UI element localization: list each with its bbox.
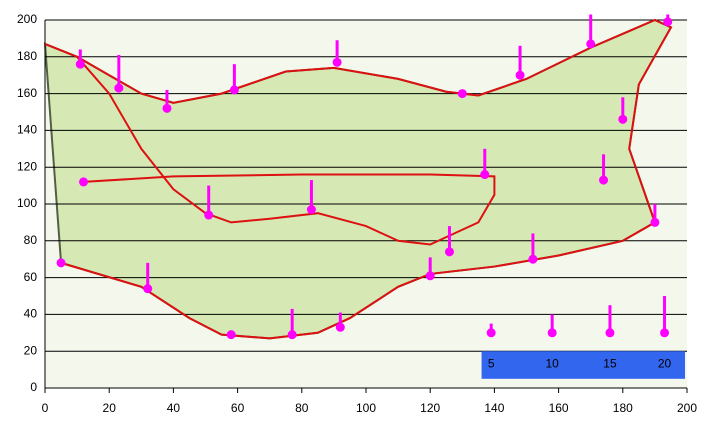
legend-point <box>547 328 557 338</box>
curve <box>76 56 496 246</box>
y-tick-label: 100 <box>17 196 37 210</box>
point <box>457 89 467 99</box>
x-tick-label: 180 <box>613 401 633 415</box>
curve <box>44 18 673 340</box>
point <box>335 322 345 332</box>
y-tick-label: 200 <box>17 12 37 26</box>
legend-label: 10 <box>546 356 560 370</box>
point <box>229 85 239 95</box>
y-tick-label: 160 <box>17 86 37 100</box>
x-tick-label: 200 <box>677 401 697 415</box>
x-tick-label: 100 <box>356 401 376 415</box>
point <box>162 103 172 113</box>
x-tick-label: 120 <box>420 401 440 415</box>
x-tick-label: 160 <box>549 401 569 415</box>
size-legend-box <box>481 351 685 379</box>
point <box>56 258 66 268</box>
point <box>332 57 342 67</box>
point <box>586 39 596 49</box>
x-tick-label: 20 <box>103 401 117 415</box>
legend-label: 5 <box>488 356 495 370</box>
y-tick-label: 40 <box>24 307 38 321</box>
legend-point <box>605 328 615 338</box>
y-tick-label: 0 <box>30 380 37 394</box>
x-tick-label: 0 <box>42 401 49 415</box>
y-tick-label: 120 <box>17 159 37 173</box>
point <box>480 170 490 180</box>
point <box>226 330 236 340</box>
point <box>515 70 525 80</box>
point <box>306 205 316 215</box>
point <box>425 271 435 281</box>
point <box>618 114 628 124</box>
point <box>599 175 609 185</box>
legend-label: 15 <box>603 356 617 370</box>
y-tick-label: 140 <box>17 123 37 137</box>
point <box>287 330 297 340</box>
x-tick-label: 40 <box>167 401 181 415</box>
point <box>663 17 673 27</box>
legend-point <box>486 328 496 338</box>
y-tick-label: 80 <box>24 233 38 247</box>
y-tick-label: 60 <box>24 270 38 284</box>
y-tick-label: 20 <box>24 343 38 357</box>
point <box>79 177 89 187</box>
x-tick-label: 80 <box>295 401 309 415</box>
y-tick-label: 180 <box>17 49 37 63</box>
point <box>143 284 153 294</box>
legend-point <box>660 328 670 338</box>
point <box>75 59 85 69</box>
point <box>650 217 660 227</box>
x-tick-label: 60 <box>231 401 245 415</box>
legend-label: 20 <box>658 356 672 370</box>
point <box>444 247 454 257</box>
point <box>114 83 124 93</box>
point <box>528 254 538 264</box>
x-tick-label: 140 <box>484 401 504 415</box>
point <box>204 210 214 220</box>
